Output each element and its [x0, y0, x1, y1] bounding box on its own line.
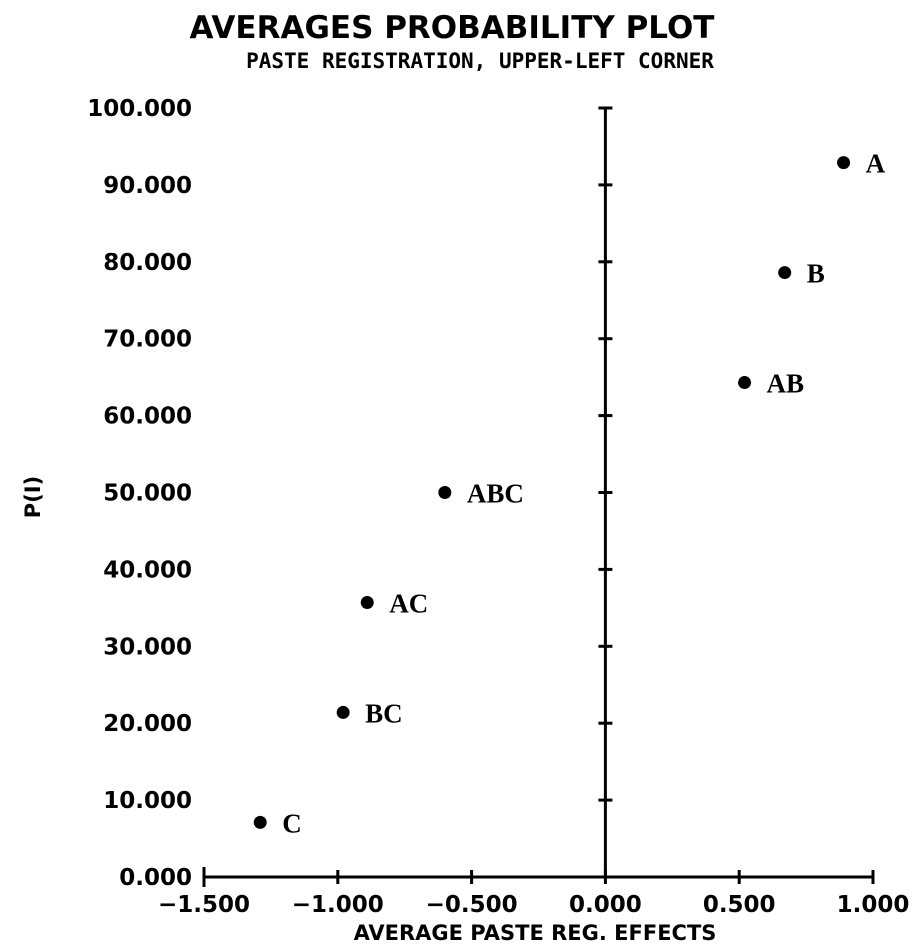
chart-title: AVERAGES PROBABILITY PLOT	[190, 10, 715, 46]
x-tick-label: 0.000	[569, 892, 642, 918]
point-label: ABC	[467, 479, 524, 509]
data-point	[336, 705, 350, 719]
y-tick-label: 30.000	[103, 634, 192, 660]
point-label: AC	[389, 588, 428, 618]
x-axis-title: AVERAGE PASTE REG. EFFECTS	[354, 921, 717, 945]
point-label: BC	[365, 698, 403, 728]
data-point	[253, 815, 267, 829]
point-label: AB	[767, 369, 805, 399]
y-axis-ticks: 0.000 10.000 20.000 30.000 40.000 50.000 60.00…	[87, 96, 613, 891]
y-tick-label: 50.000	[103, 481, 192, 507]
y-tick-label: 40.000	[103, 557, 192, 583]
y-tick-label: 10.000	[103, 788, 192, 814]
data-point	[738, 376, 752, 390]
data-point	[438, 486, 452, 499]
y-tick-label: 0.000	[119, 865, 192, 891]
data-point	[837, 156, 851, 170]
point-label: A	[866, 149, 886, 179]
x-tick-label: 1.000	[837, 892, 910, 918]
data-point	[360, 595, 374, 609]
x-tick-label: −1.500	[158, 892, 250, 918]
y-tick-label: 80.000	[103, 250, 192, 276]
data-point	[778, 266, 792, 280]
x-axis-ticks: −1.500 −1.000 −0.500 0.000 0.500 1.000	[158, 870, 909, 918]
y-tick-label: 20.000	[103, 711, 192, 737]
point-label: B	[807, 259, 825, 289]
point-label: C	[282, 808, 302, 838]
x-tick-label: −0.500	[426, 892, 518, 918]
chart-subtitle: PASTE REGISTRATION, UPPER-LEFT CORNER	[246, 49, 714, 73]
y-tick-label: 60.000	[103, 404, 192, 430]
plot-axes	[202, 108, 873, 887]
y-axis-title: P(I)	[21, 476, 45, 518]
y-tick-label: 90.000	[103, 173, 192, 199]
x-tick-label: −1.000	[292, 892, 384, 918]
x-tick-label: 0.500	[703, 892, 776, 918]
y-tick-label: 70.000	[103, 327, 192, 353]
y-tick-label: 100.000	[87, 96, 192, 122]
